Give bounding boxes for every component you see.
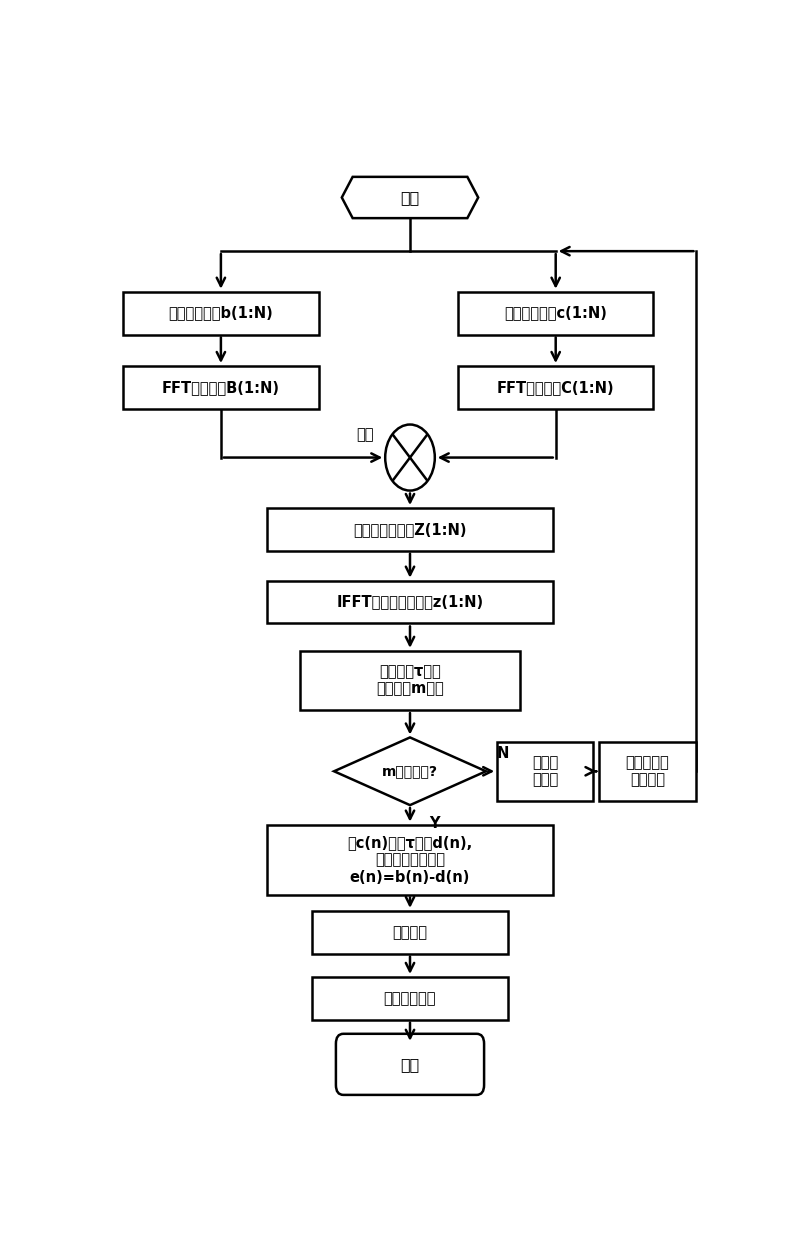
Text: 噪声估计序列c(1:N): 噪声估计序列c(1:N) — [504, 306, 607, 321]
Text: IFFT互相关序列估计z(1:N): IFFT互相关序列估计z(1:N) — [337, 594, 483, 609]
Text: 互相关频谱估计Z(1:N): 互相关频谱估计Z(1:N) — [354, 522, 466, 536]
FancyBboxPatch shape — [336, 1033, 484, 1095]
FancyBboxPatch shape — [267, 825, 553, 895]
FancyBboxPatch shape — [458, 292, 654, 334]
Text: Y: Y — [430, 816, 440, 831]
FancyBboxPatch shape — [123, 366, 318, 409]
Text: m满足要求?: m满足要求? — [382, 764, 438, 778]
FancyBboxPatch shape — [458, 366, 654, 409]
Circle shape — [386, 424, 435, 491]
Text: 将c(n)延迟τ得到d(n),
实施强度噪声相减
e(n)=b(n)-d(n): 将c(n)延迟τ得到d(n), 实施强度噪声相减 e(n)=b(n)-d(n) — [347, 835, 473, 884]
Text: 延迟时间τ与互
相关系数m估计: 延迟时间τ与互 相关系数m估计 — [376, 665, 444, 697]
Text: 干涉信号序列b(1:N): 干涉信号序列b(1:N) — [169, 306, 274, 321]
Text: 开始: 开始 — [400, 190, 420, 205]
FancyBboxPatch shape — [312, 977, 508, 1020]
FancyBboxPatch shape — [267, 508, 553, 551]
FancyBboxPatch shape — [312, 911, 508, 953]
Polygon shape — [334, 737, 486, 805]
Text: 相位解调: 相位解调 — [393, 925, 427, 940]
Text: N: N — [497, 746, 510, 761]
Polygon shape — [342, 176, 478, 218]
Text: FFT频谱估计C(1:N): FFT频谱估计C(1:N) — [497, 380, 614, 395]
FancyBboxPatch shape — [267, 581, 553, 624]
FancyBboxPatch shape — [123, 292, 318, 334]
FancyBboxPatch shape — [497, 741, 594, 801]
Text: 输出报
警信息: 输出报 警信息 — [532, 755, 558, 788]
Text: FFT频谱估计B(1:N): FFT频谱估计B(1:N) — [162, 380, 280, 395]
Text: 结束: 结束 — [400, 1057, 420, 1071]
Text: 输出陀螺信号: 输出陀螺信号 — [384, 991, 436, 1006]
FancyBboxPatch shape — [599, 741, 695, 801]
FancyBboxPatch shape — [300, 651, 520, 710]
Text: 调整陀螺光
路或电路: 调整陀螺光 路或电路 — [626, 755, 670, 788]
Text: 相乘: 相乘 — [357, 427, 374, 441]
